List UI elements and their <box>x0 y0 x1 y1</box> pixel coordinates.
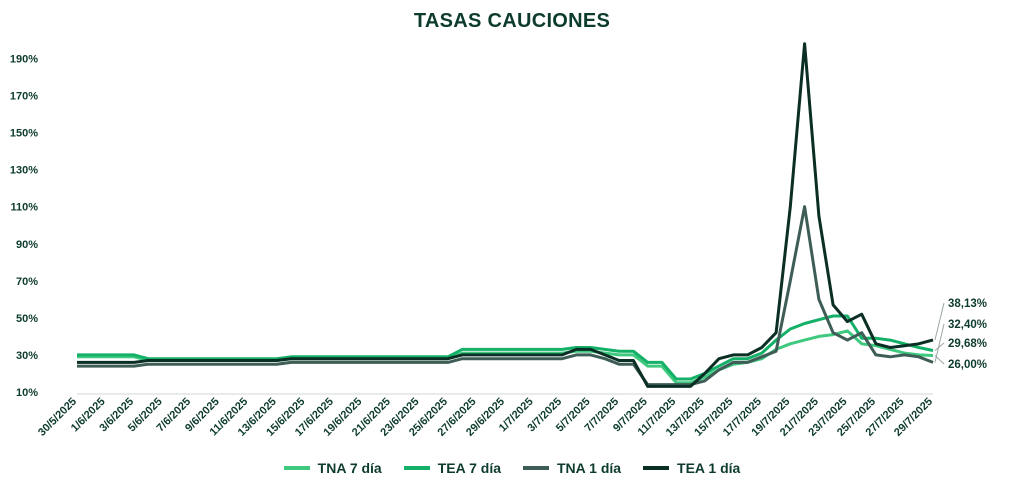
end-value-label: 38,13% <box>948 298 987 310</box>
end-value-label: 29,68% <box>948 338 987 350</box>
y-tick-label: 170% <box>10 91 38 103</box>
y-tick-label: 10% <box>16 387 38 399</box>
y-tick-label: 50% <box>16 313 38 325</box>
legend-swatch <box>403 466 430 470</box>
y-tick-label: 30% <box>16 350 38 362</box>
legend-label: TNA 1 día <box>557 460 622 476</box>
series-line-3 <box>77 205 934 387</box>
legend: TNA 7 día TEA 7 día TNA 1 día TEA 1 día <box>0 460 1024 476</box>
legend-item: TNA 1 día <box>523 460 621 476</box>
series-line-1 <box>77 329 934 385</box>
y-axis: 10% 30% 50% 70% 90% 110% 130% 150% 170% 190% <box>10 54 38 399</box>
y-tick-label: 110% <box>10 202 38 214</box>
series-layer <box>77 42 934 388</box>
x-tick-label: 30/5/2025 <box>36 396 79 439</box>
legend-swatch <box>283 466 310 470</box>
legend-item: TNA 7 día <box>283 460 382 476</box>
end-label-leader <box>934 355 945 365</box>
legend-label: TEA 7 día <box>437 460 501 476</box>
series-line-4 <box>77 42 934 388</box>
end-value-label: 26,00% <box>948 359 987 371</box>
y-tick-label: 90% <box>16 239 38 251</box>
y-tick-label: 130% <box>10 165 38 177</box>
x-axis: 30/5/20251/6/20253/6/20255/6/20257/6/202… <box>36 393 935 439</box>
legend-label: TNA 7 día <box>317 460 382 476</box>
chart-title: TASAS CAUCIONES <box>413 10 611 32</box>
y-tick-label: 150% <box>10 128 38 140</box>
y-tick-label: 70% <box>16 276 38 288</box>
legend-swatch <box>643 466 670 470</box>
end-value-label: 32,40% <box>948 319 987 331</box>
legend-item: TEA 1 día <box>643 460 740 476</box>
series-line-2 <box>77 314 934 381</box>
y-tick-label: 190% <box>10 54 38 66</box>
end-labels: 38,13% 32,40% 29,68% 26,00% <box>934 298 987 371</box>
legend-item: TEA 7 día <box>403 460 501 476</box>
end-label-leader <box>934 323 945 363</box>
end-label-leader <box>934 302 945 341</box>
legend-label: TEA 1 día <box>677 460 741 476</box>
legend-swatch <box>523 466 549 470</box>
end-label-leader <box>934 342 945 351</box>
